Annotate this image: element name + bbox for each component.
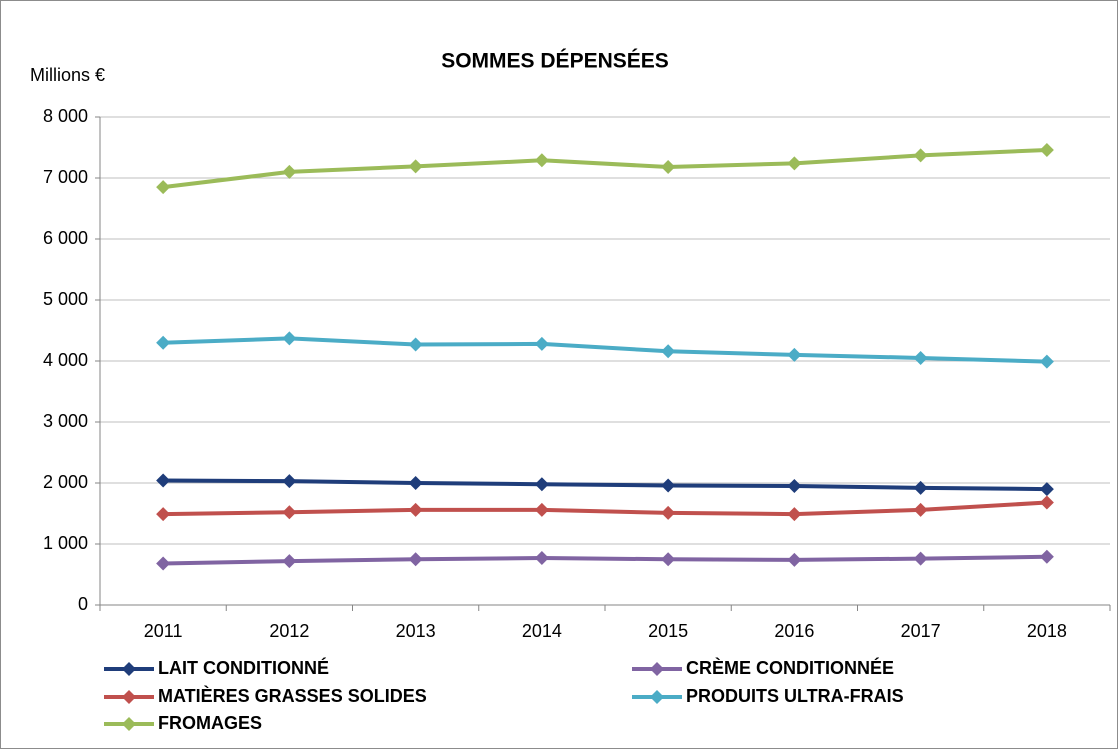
point-marker — [408, 337, 423, 352]
point-marker — [282, 474, 297, 489]
point-marker — [913, 551, 928, 566]
point-marker — [408, 159, 423, 174]
legend-marker — [122, 690, 136, 704]
x-tick-label: 2016 — [774, 621, 814, 641]
legend-label: MATIÈRES GRASSES SOLIDES — [158, 685, 427, 706]
point-marker — [787, 156, 802, 171]
point-marker — [156, 473, 171, 488]
point-marker — [1039, 495, 1054, 510]
x-tick-label: 2018 — [1027, 621, 1067, 641]
point-marker — [1039, 354, 1054, 369]
point-marker — [913, 502, 928, 517]
point-marker — [534, 153, 549, 168]
y-tick-label: 1 000 — [43, 533, 88, 553]
point-marker — [787, 507, 802, 522]
point-marker — [408, 502, 423, 517]
y-tick-label: 3 000 — [43, 411, 88, 431]
legend-label: LAIT CONDITIONNÉ — [158, 657, 329, 678]
point-marker — [913, 350, 928, 365]
y-tick-label: 0 — [78, 594, 88, 614]
point-marker — [534, 336, 549, 351]
point-marker — [913, 148, 928, 163]
y-axis-label: Millions € — [30, 65, 105, 85]
point-marker — [408, 476, 423, 490]
y-tick-label: 7 000 — [43, 167, 88, 187]
x-tick-label: 2014 — [522, 621, 562, 641]
y-tick-label: 8 000 — [43, 106, 88, 126]
x-tick-label: 2011 — [144, 621, 183, 641]
point-marker — [787, 552, 802, 567]
point-marker — [282, 554, 297, 569]
legend-marker — [122, 662, 136, 676]
series-line — [163, 554, 1047, 566]
chart-title: SOMMES DÉPENSÉES — [441, 50, 669, 73]
point-marker — [282, 164, 297, 179]
series-line — [162, 147, 1047, 190]
point-marker — [661, 552, 676, 567]
point-marker — [661, 344, 676, 359]
point-marker — [787, 479, 802, 494]
series-line — [163, 500, 1047, 517]
point-marker — [156, 556, 171, 571]
point-marker — [661, 505, 676, 520]
point-marker — [156, 507, 171, 522]
x-tick-label: 2012 — [269, 621, 309, 641]
point-marker — [534, 551, 549, 566]
point-marker — [156, 335, 171, 350]
point-marker — [534, 477, 549, 492]
point-marker — [282, 505, 297, 520]
point-marker — [1039, 549, 1054, 564]
point-marker — [1039, 482, 1054, 497]
legend-marker — [122, 717, 136, 731]
x-tick-label: 2013 — [396, 621, 436, 641]
legend-label: FROMAGES — [158, 713, 262, 733]
series-line — [163, 336, 1047, 364]
point-marker — [787, 347, 802, 362]
y-tick-label: 5 000 — [43, 289, 88, 309]
point-marker — [282, 331, 297, 346]
point-marker — [661, 160, 676, 175]
point-marker — [913, 480, 928, 495]
x-tick-label: 2017 — [901, 621, 941, 641]
series-line — [163, 478, 1047, 492]
legend-label: CRÈME CONDITIONNÉE — [686, 657, 894, 678]
legend-marker — [650, 690, 664, 704]
x-tick-label: 2015 — [648, 621, 688, 641]
point-marker — [661, 478, 676, 493]
y-tick-label: 4 000 — [43, 350, 88, 370]
point-marker — [408, 552, 423, 567]
y-tick-label: 2 000 — [43, 472, 88, 492]
point-marker — [534, 502, 549, 517]
legend-marker — [650, 662, 664, 676]
point-marker — [1039, 142, 1054, 157]
legend-label: PRODUITS ULTRA-FRAIS — [686, 686, 904, 706]
point-marker — [156, 180, 171, 195]
y-tick-label: 6 000 — [43, 228, 88, 248]
